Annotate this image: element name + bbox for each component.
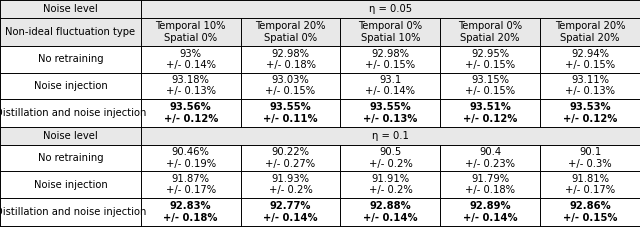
Text: 90.1
+/- 0.3%: 90.1 +/- 0.3% <box>568 147 612 169</box>
Bar <box>0 127 640 145</box>
Text: 93.55%
+/- 0.13%: 93.55% +/- 0.13% <box>364 102 417 124</box>
Text: 93.11%
+/- 0.13%: 93.11% +/- 0.13% <box>565 75 615 97</box>
Bar <box>0 46 640 73</box>
Text: 92.86%
+/- 0.15%: 92.86% +/- 0.15% <box>563 201 618 223</box>
Text: 90.5
+/- 0.2%: 90.5 +/- 0.2% <box>369 147 412 169</box>
Text: 92.94%
+/- 0.15%: 92.94% +/- 0.15% <box>565 49 615 70</box>
Text: 93.18%
+/- 0.13%: 93.18% +/- 0.13% <box>166 75 216 97</box>
Text: 93.15%
+/- 0.15%: 93.15% +/- 0.15% <box>465 75 515 97</box>
Text: 93.51%
+/- 0.12%: 93.51% +/- 0.12% <box>463 102 517 124</box>
Text: 92.95%
+/- 0.15%: 92.95% +/- 0.15% <box>465 49 515 70</box>
Bar <box>0 145 640 171</box>
Text: Distillation and noise injection: Distillation and noise injection <box>0 108 146 118</box>
Text: 90.22%
+/- 0.27%: 90.22% +/- 0.27% <box>266 147 316 169</box>
Text: 91.93%
+/- 0.2%: 91.93% +/- 0.2% <box>269 174 312 195</box>
Text: 92.98%
+/- 0.18%: 92.98% +/- 0.18% <box>266 49 316 70</box>
Text: 92.98%
+/- 0.15%: 92.98% +/- 0.15% <box>365 49 415 70</box>
Bar <box>0 18 640 46</box>
Text: 90.4
+/- 0.23%: 90.4 +/- 0.23% <box>465 147 515 169</box>
Text: 92.88%
+/- 0.14%: 92.88% +/- 0.14% <box>363 201 418 223</box>
Text: 91.79%
+/- 0.18%: 91.79% +/- 0.18% <box>465 174 515 195</box>
Text: Temporal 10%
Spatial 0%: Temporal 10% Spatial 0% <box>156 21 226 43</box>
Text: Temporal 20%
Spatial 0%: Temporal 20% Spatial 0% <box>255 21 326 43</box>
Text: Non-ideal fluctuation type: Non-ideal fluctuation type <box>5 27 136 37</box>
Text: 93%
+/- 0.14%: 93% +/- 0.14% <box>166 49 216 70</box>
Text: 93.1
+/- 0.14%: 93.1 +/- 0.14% <box>365 75 415 97</box>
Bar <box>0 73 640 99</box>
Text: 92.89%
+/- 0.14%: 92.89% +/- 0.14% <box>463 201 518 223</box>
Text: 92.77%
+/- 0.14%: 92.77% +/- 0.14% <box>263 201 318 223</box>
Text: 93.53%
+/- 0.12%: 93.53% +/- 0.12% <box>563 102 617 124</box>
Text: 91.81%
+/- 0.17%: 91.81% +/- 0.17% <box>565 174 615 195</box>
Bar <box>0 198 640 226</box>
Text: 91.91%
+/- 0.2%: 91.91% +/- 0.2% <box>369 174 412 195</box>
Text: 93.56%
+/- 0.12%: 93.56% +/- 0.12% <box>164 102 218 124</box>
Text: 91.87%
+/- 0.17%: 91.87% +/- 0.17% <box>166 174 216 195</box>
Text: Distillation and noise injection: Distillation and noise injection <box>0 207 146 217</box>
Text: 93.03%
+/- 0.15%: 93.03% +/- 0.15% <box>266 75 316 97</box>
Text: No retraining: No retraining <box>38 153 103 163</box>
Text: No retraining: No retraining <box>38 54 103 64</box>
Text: 92.83%
+/- 0.18%: 92.83% +/- 0.18% <box>163 201 218 223</box>
Text: Temporal 20%
Spatial 20%: Temporal 20% Spatial 20% <box>555 21 625 43</box>
Text: η = 0.1: η = 0.1 <box>372 131 409 141</box>
Text: 93.55%
+/- 0.11%: 93.55% +/- 0.11% <box>263 102 318 124</box>
Bar <box>0 0 640 18</box>
Text: Noise injection: Noise injection <box>33 81 108 91</box>
Text: η = 0.05: η = 0.05 <box>369 4 412 14</box>
Text: Temporal 0%
Spatial 10%: Temporal 0% Spatial 10% <box>358 21 422 43</box>
Text: Noise level: Noise level <box>43 131 98 141</box>
Bar <box>0 171 640 198</box>
Bar <box>0 99 640 127</box>
Text: Noise injection: Noise injection <box>33 179 108 190</box>
Text: Noise level: Noise level <box>43 4 98 14</box>
Text: Temporal 0%
Spatial 20%: Temporal 0% Spatial 20% <box>458 21 522 43</box>
Text: 90.46%
+/- 0.19%: 90.46% +/- 0.19% <box>166 147 216 169</box>
